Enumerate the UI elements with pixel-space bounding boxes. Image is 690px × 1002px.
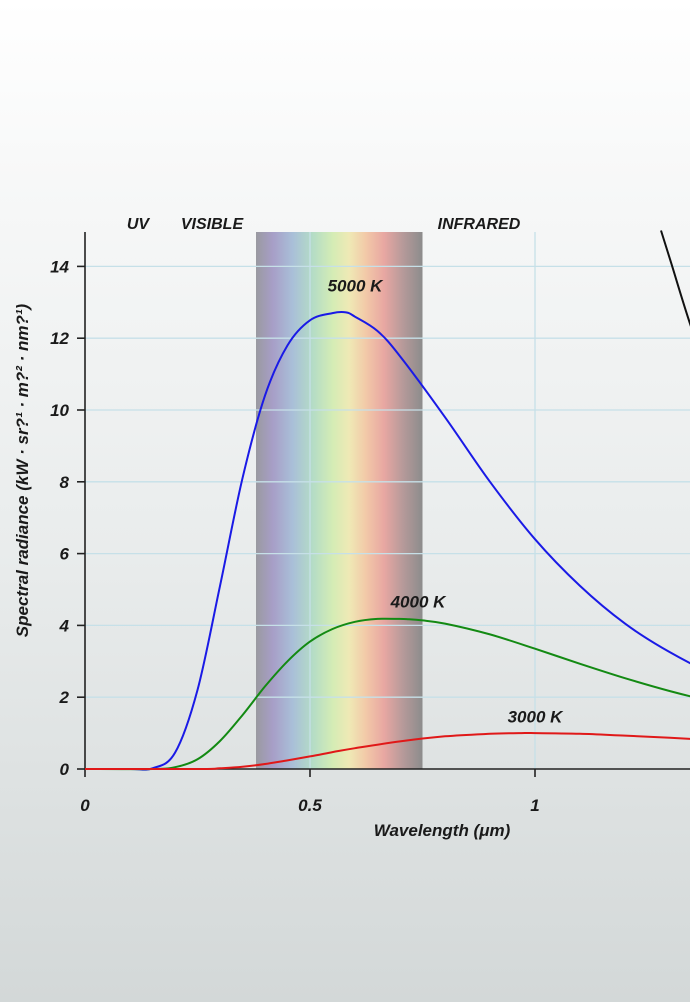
x-tick-label: 0 bbox=[80, 796, 90, 815]
visible-spectrum-band bbox=[256, 232, 423, 769]
y-tick-label: 2 bbox=[59, 688, 70, 707]
region-label-uv: UV bbox=[127, 216, 151, 233]
x-axis-label: Wavelength (μm) bbox=[374, 821, 511, 840]
visible-band bbox=[256, 232, 423, 769]
region-label-visible: VISIBLE bbox=[181, 216, 245, 233]
series-4000-k bbox=[85, 617, 690, 771]
curve-annotation: 5000 K bbox=[328, 277, 385, 296]
series-5000-k bbox=[85, 311, 690, 771]
y-tick-label: 12 bbox=[50, 329, 69, 348]
series-3000-k bbox=[85, 732, 690, 771]
y-tick-label: 14 bbox=[50, 257, 69, 276]
y-tick-label: 10 bbox=[50, 401, 69, 420]
y-axis-label: Spectral radiance (kW · sr?¹ · m?² · nm?… bbox=[13, 303, 32, 637]
curve-annotation: 3000 K bbox=[508, 707, 565, 726]
y-tick-label: 6 bbox=[60, 545, 70, 564]
data-series bbox=[85, 230, 690, 771]
region-label-infrared: INFRARED bbox=[438, 216, 521, 233]
y-tick-label: 4 bbox=[59, 616, 70, 635]
curve-annotation: 4000 K bbox=[390, 592, 448, 611]
y-tick-label: 8 bbox=[60, 473, 70, 492]
y-tick-label: 0 bbox=[60, 760, 70, 779]
series-classical-theory-5000-k bbox=[660, 230, 690, 327]
x-tick-label: 0.5 bbox=[298, 796, 322, 815]
x-tick-label: 1 bbox=[530, 796, 539, 815]
